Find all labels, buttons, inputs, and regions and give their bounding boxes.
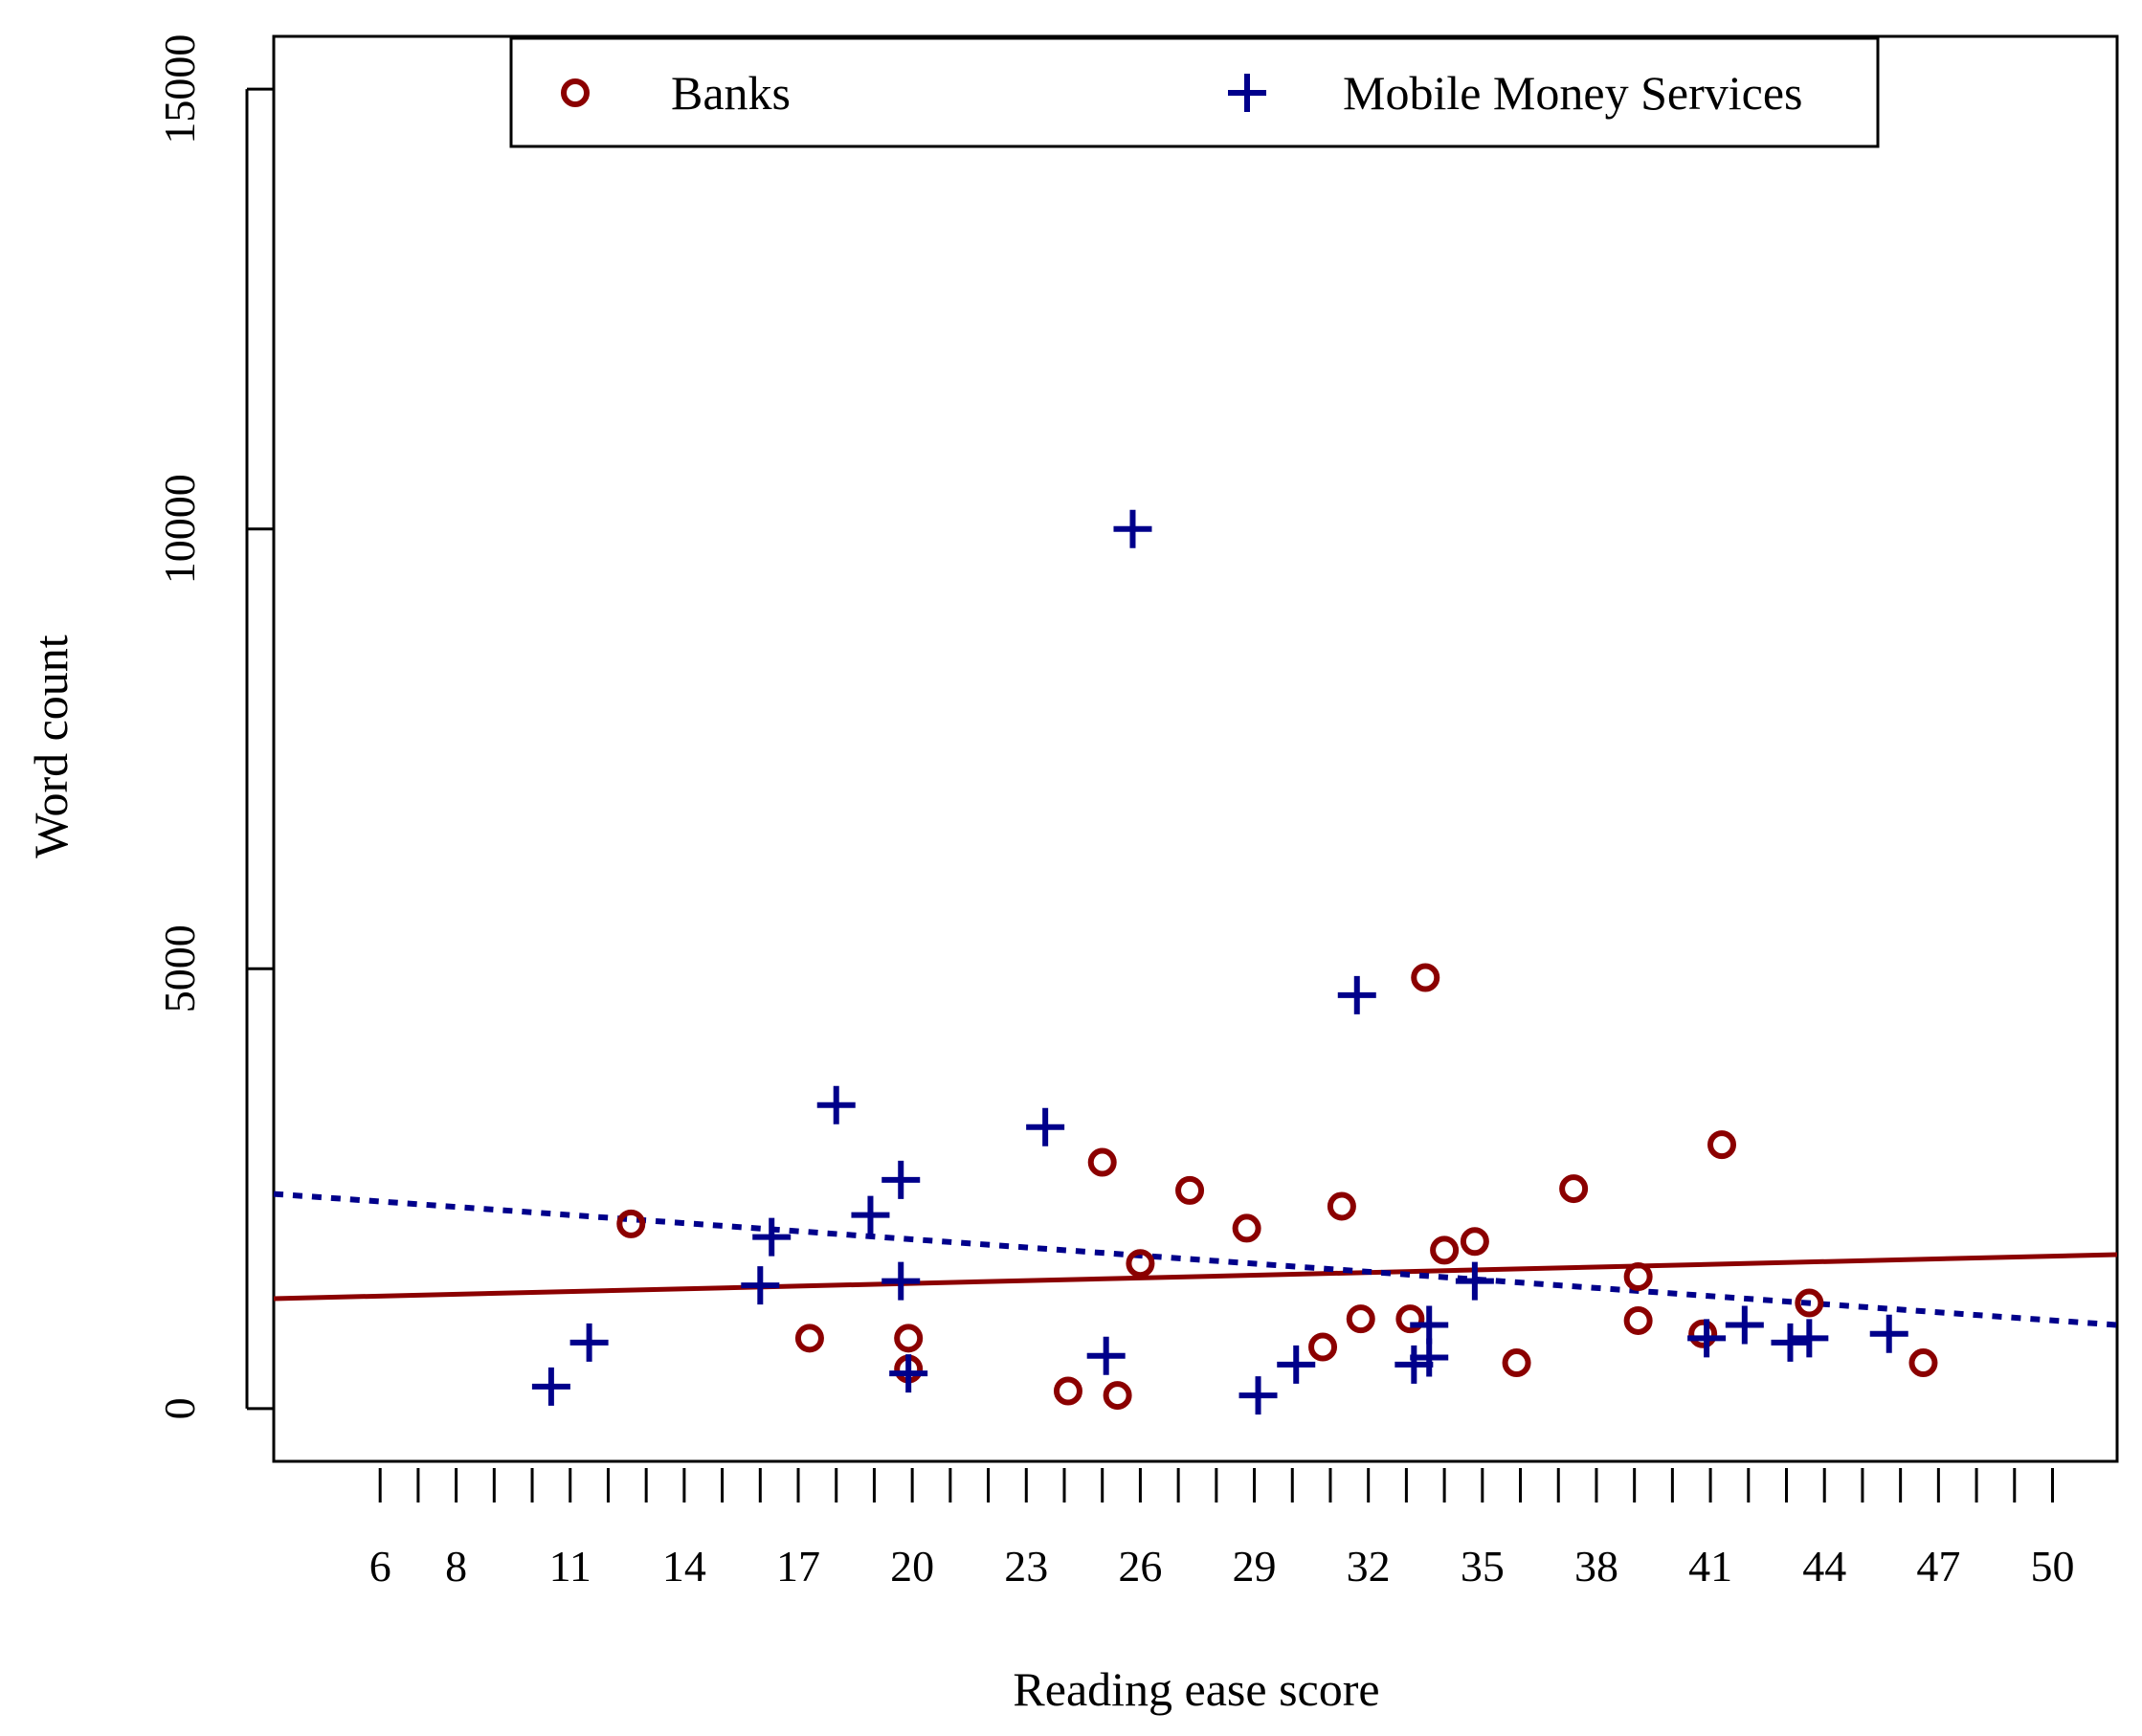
x-tick-label: 17 bbox=[776, 1542, 820, 1591]
bank-point bbox=[794, 1324, 824, 1353]
bank-point bbox=[1559, 1174, 1589, 1204]
mobile-money-point bbox=[1277, 1345, 1316, 1384]
mobile-money-point bbox=[1869, 1314, 1908, 1353]
bank-point bbox=[1087, 1147, 1117, 1177]
mobile-money-point bbox=[1790, 1319, 1829, 1358]
mobile-money-point bbox=[851, 1195, 890, 1235]
bank-point bbox=[1623, 1261, 1653, 1291]
bank-point bbox=[1460, 1227, 1489, 1257]
x-tick-label: 44 bbox=[1802, 1542, 1846, 1591]
x-tick-label: 26 bbox=[1118, 1542, 1162, 1591]
x-tick-label: 32 bbox=[1347, 1542, 1391, 1591]
mobile-money-point bbox=[1086, 1336, 1126, 1375]
y-axis-title: Word count bbox=[24, 634, 78, 858]
mobile-money-point bbox=[1238, 1376, 1278, 1415]
bank-point bbox=[1175, 1175, 1205, 1205]
legend-banks-label: Banks bbox=[671, 66, 791, 120]
x-tick-label: 50 bbox=[2030, 1542, 2074, 1591]
mobile-money-point bbox=[1113, 509, 1152, 548]
x-tick-label: 6 bbox=[369, 1542, 391, 1591]
mobile-money-point bbox=[1725, 1305, 1764, 1345]
bank-point bbox=[1795, 1288, 1824, 1318]
mobile-money-point bbox=[889, 1354, 928, 1393]
bank-point bbox=[1430, 1235, 1460, 1265]
legend-banks-marker bbox=[561, 78, 590, 107]
x-tick-label: 23 bbox=[1004, 1542, 1048, 1591]
legend-mobile-money-label: Mobile Money Services bbox=[1343, 66, 1802, 120]
y-tick-label: 0 bbox=[155, 1397, 204, 1419]
mobile-money-point bbox=[1410, 1338, 1449, 1377]
bank-point bbox=[1395, 1304, 1425, 1334]
bank-point bbox=[1053, 1376, 1082, 1406]
bank-point bbox=[1126, 1249, 1155, 1279]
bank-point bbox=[1327, 1191, 1356, 1221]
bank-point bbox=[1308, 1332, 1338, 1362]
x-tick-label: 20 bbox=[890, 1542, 934, 1591]
bank-point bbox=[1346, 1304, 1375, 1334]
x-tick-label: 14 bbox=[662, 1542, 706, 1591]
y-tick-label: 5000 bbox=[155, 924, 204, 1013]
x-tick-label: 11 bbox=[549, 1542, 591, 1591]
x-tick-label: 38 bbox=[1574, 1542, 1618, 1591]
bank-point bbox=[1908, 1348, 1938, 1378]
x-axis-title: Reading ease score bbox=[1013, 1662, 1379, 1716]
bank-point bbox=[1502, 1348, 1531, 1378]
mobile-money-point bbox=[881, 1160, 921, 1199]
mobile-money-point bbox=[1026, 1107, 1065, 1146]
bank-point bbox=[1688, 1319, 1718, 1348]
mobile-money-point bbox=[531, 1367, 570, 1406]
plot-frame bbox=[272, 34, 2119, 1463]
mobile-money-point bbox=[1687, 1319, 1727, 1358]
mobile-money-point bbox=[1455, 1261, 1494, 1301]
x-tick-label: 47 bbox=[1916, 1542, 1960, 1591]
x-tick-label: 35 bbox=[1461, 1542, 1505, 1591]
legend-box bbox=[509, 36, 1880, 148]
x-tick-label: 41 bbox=[1688, 1542, 1732, 1591]
mobile-money-point bbox=[1337, 975, 1376, 1014]
bank-point bbox=[1103, 1381, 1132, 1411]
bank-point bbox=[1707, 1130, 1737, 1160]
y-tick-label: 10000 bbox=[155, 474, 204, 584]
banks-trend-line bbox=[273, 1252, 2118, 1302]
mobile-money-point bbox=[741, 1266, 780, 1305]
mobile-money-point bbox=[816, 1085, 856, 1124]
mobile-money-point bbox=[881, 1261, 921, 1301]
legend-mobile-money-marker bbox=[1228, 74, 1266, 112]
bank-point bbox=[1411, 963, 1440, 992]
mobile-money-point bbox=[752, 1217, 792, 1257]
mobile-money-point bbox=[569, 1323, 609, 1362]
mobile-money-trend-line bbox=[273, 1191, 2118, 1328]
mobile-money-point bbox=[1410, 1305, 1449, 1345]
bank-point bbox=[1623, 1305, 1653, 1335]
y-tick-label: 15000 bbox=[155, 34, 204, 145]
x-tick-label: 29 bbox=[1233, 1542, 1277, 1591]
x-tick-label: 8 bbox=[445, 1542, 467, 1591]
bank-point bbox=[894, 1324, 924, 1353]
bank-point bbox=[616, 1209, 646, 1238]
mobile-money-point bbox=[1771, 1323, 1810, 1362]
bank-point bbox=[1232, 1213, 1261, 1243]
